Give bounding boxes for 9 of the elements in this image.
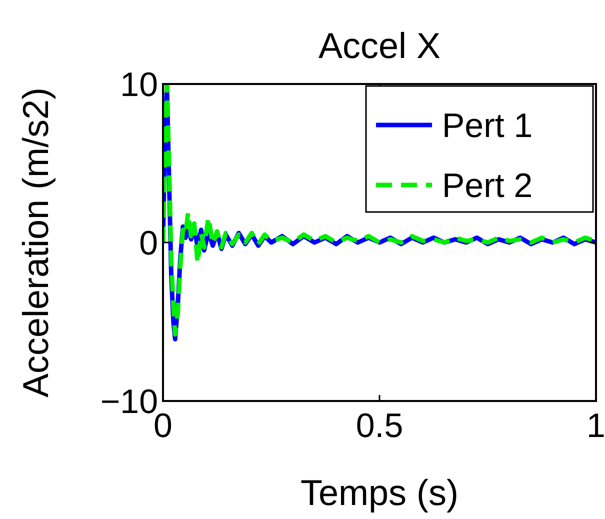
chart-title: Accel X xyxy=(318,25,441,66)
x-tick-label: 1 xyxy=(586,407,605,445)
x-tick-label: 0.5 xyxy=(356,407,404,445)
legend-label: Pert 1 xyxy=(442,107,533,145)
y-tick-label: 0 xyxy=(139,224,158,262)
legend-label: Pert 2 xyxy=(442,167,533,205)
y-tick-label: 10 xyxy=(120,66,158,104)
x-axis-title: Temps (s) xyxy=(300,472,459,513)
y-axis-title: Acceleration (m/s2) xyxy=(15,87,56,398)
